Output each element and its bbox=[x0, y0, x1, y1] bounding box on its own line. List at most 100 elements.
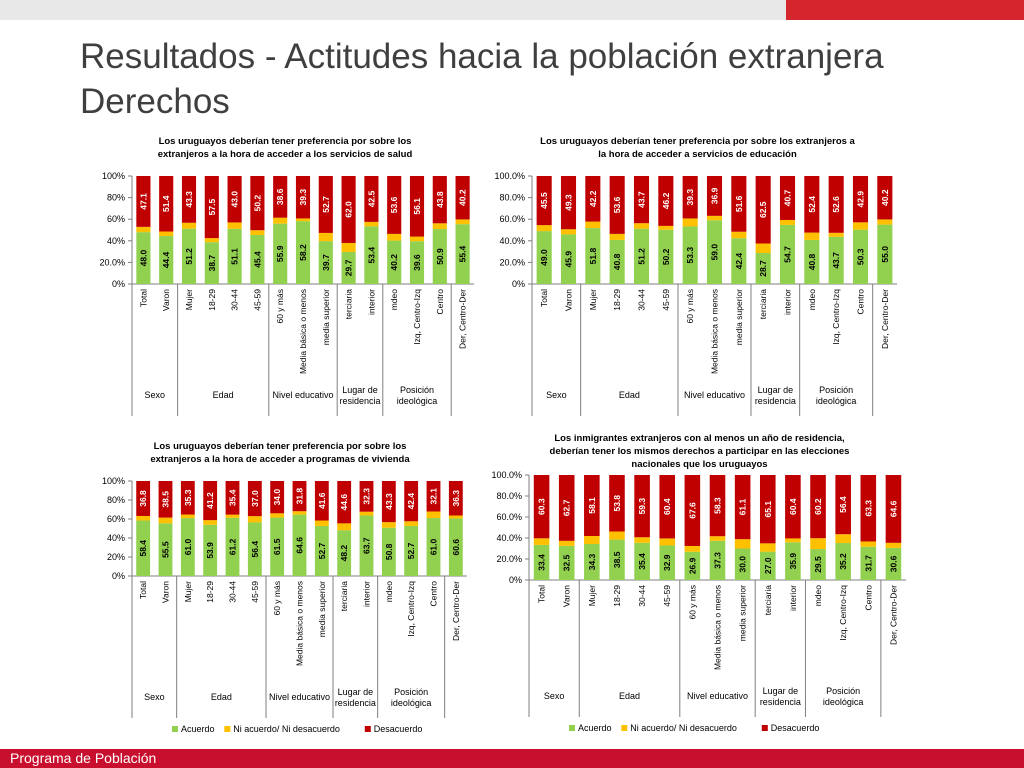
legend-swatch bbox=[569, 725, 575, 731]
group-label: Sexo bbox=[546, 390, 567, 400]
bar-acuerdo bbox=[204, 242, 219, 284]
group-label: residencia bbox=[335, 698, 376, 708]
category-label: Total bbox=[539, 289, 549, 307]
data-label-acuerdo: 34.3 bbox=[587, 553, 597, 570]
bar-desacuerdo bbox=[709, 475, 726, 537]
category-label: 45-59 bbox=[252, 289, 262, 311]
data-label-acuerdo: 26.9 bbox=[687, 557, 697, 574]
data-label-desacuerdo: 52.7 bbox=[321, 196, 331, 213]
data-label-acuerdo: 39.6 bbox=[412, 254, 422, 271]
chart-title-line: la hora de acceder a servicios de educac… bbox=[598, 149, 797, 160]
data-label-acuerdo: 51.8 bbox=[588, 247, 598, 264]
bar-desacuerdo bbox=[877, 176, 893, 220]
data-label-acuerdo: 56.4 bbox=[250, 541, 260, 558]
y-tick-label: 80% bbox=[107, 193, 125, 203]
y-tick-label: 0% bbox=[509, 575, 522, 585]
bar-desacuerdo bbox=[136, 176, 151, 227]
bar-acuerdo bbox=[633, 228, 650, 284]
top-bar-grey bbox=[0, 0, 786, 20]
bar-desacuerdo bbox=[634, 475, 650, 538]
bar-desacuerdo bbox=[409, 176, 425, 237]
data-label-desacuerdo: 45.5 bbox=[539, 192, 549, 209]
group-label: residencia bbox=[339, 396, 380, 406]
data-label-acuerdo: 27.0 bbox=[763, 557, 773, 574]
data-label-desacuerdo: 39.3 bbox=[685, 189, 695, 206]
data-label-acuerdo: 55.0 bbox=[880, 246, 890, 263]
y-tick-label: 80% bbox=[107, 495, 125, 505]
bar-desacuerdo bbox=[455, 176, 470, 220]
bar-ni-acuerdo bbox=[180, 514, 195, 519]
bar-acuerdo bbox=[585, 228, 601, 284]
bar-ni-acuerdo bbox=[877, 219, 893, 225]
bar-desacuerdo bbox=[180, 481, 195, 515]
data-label-acuerdo: 35.2 bbox=[838, 553, 848, 570]
bar-ni-acuerdo bbox=[270, 513, 285, 518]
data-label-acuerdo: 29.5 bbox=[813, 556, 823, 573]
bar-acuerdo bbox=[292, 514, 307, 576]
legend-label: Ni acuerdo/ Ni desacuerdo bbox=[233, 724, 340, 734]
data-label-desacuerdo: 43.7 bbox=[637, 191, 647, 208]
data-label-desacuerdo: 35.3 bbox=[183, 489, 193, 506]
data-label-desacuerdo: 39.3 bbox=[298, 189, 308, 206]
category-label: Centro bbox=[435, 289, 445, 315]
bar-desacuerdo bbox=[609, 176, 625, 234]
category-label: 18-29 bbox=[612, 585, 622, 607]
group-label: Sexo bbox=[544, 691, 565, 701]
data-label-desacuerdo: 52.4 bbox=[807, 196, 817, 213]
bar-desacuerdo bbox=[533, 475, 550, 539]
category-label: mdeo bbox=[384, 581, 394, 603]
bar-acuerdo bbox=[759, 551, 776, 580]
category-label: Izq, Centro-Izq bbox=[838, 585, 848, 641]
data-label-acuerdo: 45.4 bbox=[252, 251, 262, 268]
data-label-desacuerdo: 42.2 bbox=[588, 190, 598, 207]
data-label-desacuerdo: 37.0 bbox=[250, 490, 260, 507]
bar-acuerdo bbox=[560, 234, 577, 284]
category-label: 60 y más bbox=[687, 585, 697, 620]
bar-desacuerdo bbox=[779, 176, 796, 220]
bar-desacuerdo bbox=[658, 176, 674, 226]
bar-ni-acuerdo bbox=[852, 222, 869, 230]
bar-ni-acuerdo bbox=[682, 218, 698, 227]
chart-title-line: nacionales que los uruguayos bbox=[631, 459, 767, 470]
group-label: ideológica bbox=[823, 697, 864, 707]
legend-label: Desacuerdo bbox=[374, 724, 423, 734]
category-label: Varon bbox=[161, 581, 171, 603]
legend-swatch bbox=[224, 726, 231, 732]
bar-desacuerdo bbox=[136, 481, 151, 516]
bar-desacuerdo bbox=[158, 481, 173, 518]
data-label-desacuerdo: 32.3 bbox=[362, 488, 372, 505]
data-label-acuerdo: 37.3 bbox=[713, 552, 723, 569]
bar-ni-acuerdo bbox=[634, 537, 650, 543]
bar-ni-acuerdo bbox=[885, 542, 902, 548]
group-label: Lugar de bbox=[342, 385, 378, 395]
data-label-desacuerdo: 62.0 bbox=[344, 201, 354, 218]
data-label-acuerdo: 40.8 bbox=[807, 253, 817, 270]
bar-desacuerdo bbox=[860, 475, 877, 542]
data-label-desacuerdo: 40.2 bbox=[458, 189, 468, 206]
category-label: Media básica o menos bbox=[295, 581, 305, 666]
data-label-acuerdo: 44.4 bbox=[161, 251, 171, 268]
data-label-desacuerdo: 43.8 bbox=[435, 191, 445, 208]
bar-ni-acuerdo bbox=[684, 545, 701, 552]
bar-acuerdo bbox=[682, 226, 698, 284]
category-label: 30-44 bbox=[228, 581, 238, 603]
chart-salud: Los uruguayos deberían tener preferencia… bbox=[99, 136, 474, 416]
category-label: media superior bbox=[321, 289, 331, 345]
bar-desacuerdo bbox=[731, 176, 747, 232]
category-label: mdeo bbox=[389, 289, 399, 311]
bar-acuerdo bbox=[247, 522, 262, 576]
category-label: Total bbox=[138, 581, 148, 599]
data-label-acuerdo: 52.7 bbox=[317, 542, 327, 559]
group-label: Posición bbox=[394, 687, 428, 697]
data-label-acuerdo: 39.7 bbox=[321, 254, 331, 271]
bar-desacuerdo bbox=[204, 176, 219, 239]
group-label: Posición bbox=[826, 686, 860, 696]
data-label-desacuerdo: 67.6 bbox=[687, 502, 697, 519]
data-label-acuerdo: 35.4 bbox=[637, 553, 647, 570]
bar-ni-acuerdo bbox=[810, 538, 826, 550]
data-label-desacuerdo: 56.1 bbox=[412, 198, 422, 215]
data-label-desacuerdo: 51.4 bbox=[161, 195, 171, 212]
y-tick-label: 20.0% bbox=[496, 554, 522, 564]
category-label: mdeo bbox=[807, 289, 817, 311]
category-label: Der, Centro-Der bbox=[880, 289, 890, 349]
